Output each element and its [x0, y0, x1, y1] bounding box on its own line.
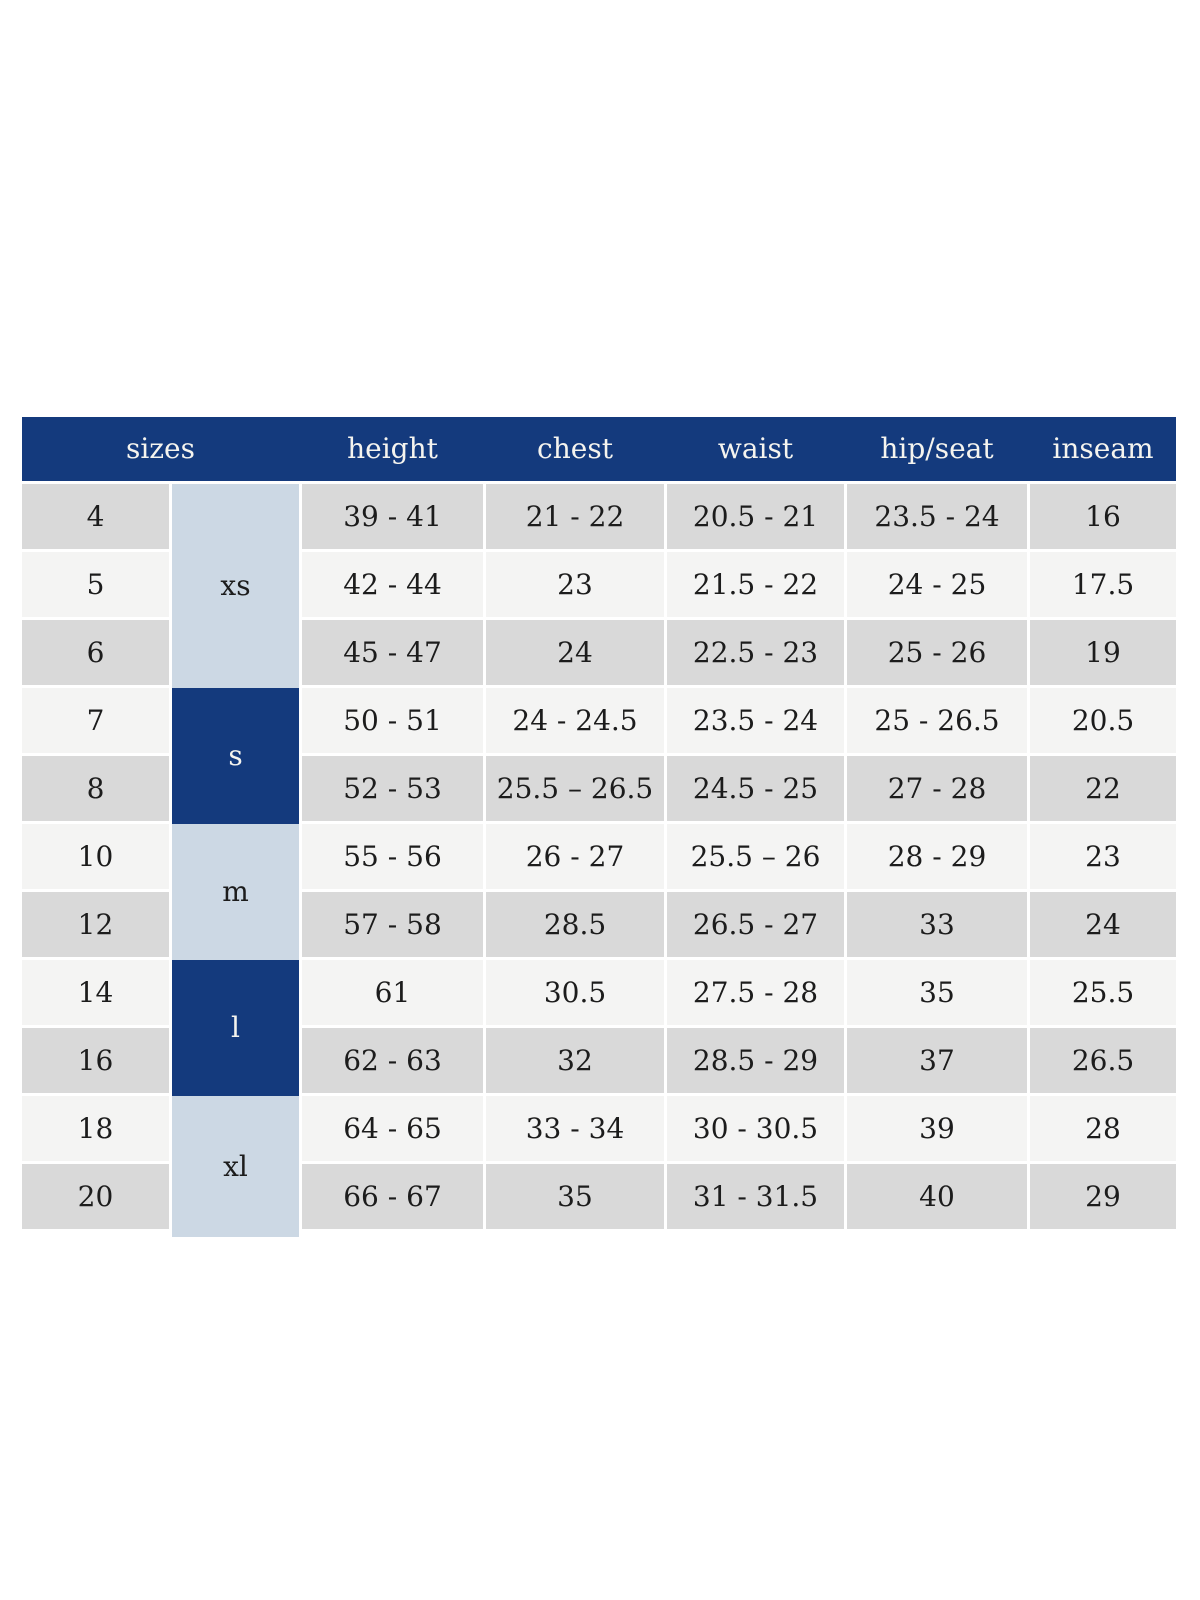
size-group-cell-xl: xl — [172, 1096, 299, 1237]
hip-seat-cell: 25 - 26.5 — [847, 688, 1027, 753]
height-cell: 42 - 44 — [302, 552, 483, 617]
waist-cell: 24.5 - 25 — [667, 756, 844, 821]
size-chart-table: sizes height chest waist hip/seat inseam… — [22, 417, 1176, 1237]
hip-seat-cell: 39 — [847, 1096, 1027, 1161]
inseam-cell: 25.5 — [1030, 960, 1176, 1025]
size-cell: 14 — [22, 960, 169, 1025]
size-cell: 12 — [22, 892, 169, 957]
header-hip-seat: hip/seat — [880, 432, 994, 465]
chest-cell: 28.5 — [486, 892, 664, 957]
size-cell: 20 — [22, 1164, 169, 1229]
header-inseam: inseam — [1052, 432, 1154, 465]
size-cell: 5 — [22, 552, 169, 617]
waist-cell: 31 - 31.5 — [667, 1164, 844, 1229]
inseam-cell: 26.5 — [1030, 1028, 1176, 1093]
chest-cell: 25.5 – 26.5 — [486, 756, 664, 821]
waist-cell: 30 - 30.5 — [667, 1096, 844, 1161]
height-cell: 61 — [302, 960, 483, 1025]
size-cell: 18 — [22, 1096, 169, 1161]
inseam-cell: 28 — [1030, 1096, 1176, 1161]
hip-seat-cell: 33 — [847, 892, 1027, 957]
inseam-cell: 20.5 — [1030, 688, 1176, 753]
waist-cell: 21.5 - 22 — [667, 552, 844, 617]
hip-seat-cell: 23.5 - 24 — [847, 484, 1027, 549]
chest-cell: 24 — [486, 620, 664, 685]
inseam-cell: 16 — [1030, 484, 1176, 549]
waist-cell: 26.5 - 27 — [667, 892, 844, 957]
hip-seat-cell: 40 — [847, 1164, 1027, 1229]
inseam-cell: 29 — [1030, 1164, 1176, 1229]
height-cell: 55 - 56 — [302, 824, 483, 889]
chest-cell: 35 — [486, 1164, 664, 1229]
waist-cell: 22.5 - 23 — [667, 620, 844, 685]
height-cell: 45 - 47 — [302, 620, 483, 685]
size-cell: 16 — [22, 1028, 169, 1093]
inseam-cell: 24 — [1030, 892, 1176, 957]
waist-cell: 20.5 - 21 — [667, 484, 844, 549]
hip-seat-cell: 37 — [847, 1028, 1027, 1093]
header-waist: waist — [717, 432, 794, 465]
chest-cell: 30.5 — [486, 960, 664, 1025]
height-cell: 50 - 51 — [302, 688, 483, 753]
size-group-cell-l: l — [172, 960, 299, 1096]
header-height: height — [347, 432, 438, 465]
header-sizes: sizes — [125, 432, 195, 465]
height-cell: 64 - 65 — [302, 1096, 483, 1161]
table-body: 4 39 - 41 21 - 22 20.5 - 21 23.5 - 24 16 5 42 -… — [22, 484, 1176, 1237]
inseam-cell: 19 — [1030, 620, 1176, 685]
height-cell: 52 - 53 — [302, 756, 483, 821]
hip-seat-cell: 35 — [847, 960, 1027, 1025]
inseam-cell: 17.5 — [1030, 552, 1176, 617]
size-group-cell-s: s — [172, 688, 299, 824]
chest-cell: 33 - 34 — [486, 1096, 664, 1161]
waist-cell: 28.5 - 29 — [667, 1028, 844, 1093]
size-cell: 8 — [22, 756, 169, 821]
hip-seat-cell: 27 - 28 — [847, 756, 1027, 821]
size-group-cell-m: m — [172, 824, 299, 960]
size-group-cell-xs: xs — [172, 484, 299, 688]
hip-seat-cell: 24 - 25 — [847, 552, 1027, 617]
waist-cell: 25.5 – 26 — [667, 824, 844, 889]
header-chest: chest — [537, 432, 613, 465]
height-cell: 62 - 63 — [302, 1028, 483, 1093]
chest-cell: 23 — [486, 552, 664, 617]
height-cell: 39 - 41 — [302, 484, 483, 549]
size-cell: 4 — [22, 484, 169, 549]
size-cell: 7 — [22, 688, 169, 753]
hip-seat-cell: 28 - 29 — [847, 824, 1027, 889]
height-cell: 57 - 58 — [302, 892, 483, 957]
chest-cell: 24 - 24.5 — [486, 688, 664, 753]
waist-cell: 23.5 - 24 — [667, 688, 844, 753]
size-cell: 6 — [22, 620, 169, 685]
inseam-cell: 22 — [1030, 756, 1176, 821]
table-header-row: sizes height chest waist hip/seat inseam — [22, 417, 1176, 481]
height-cell: 66 - 67 — [302, 1164, 483, 1229]
chest-cell: 21 - 22 — [486, 484, 664, 549]
size-cell: 10 — [22, 824, 169, 889]
chest-cell: 26 - 27 — [486, 824, 664, 889]
inseam-cell: 23 — [1030, 824, 1176, 889]
chest-cell: 32 — [486, 1028, 664, 1093]
waist-cell: 27.5 - 28 — [667, 960, 844, 1025]
hip-seat-cell: 25 - 26 — [847, 620, 1027, 685]
